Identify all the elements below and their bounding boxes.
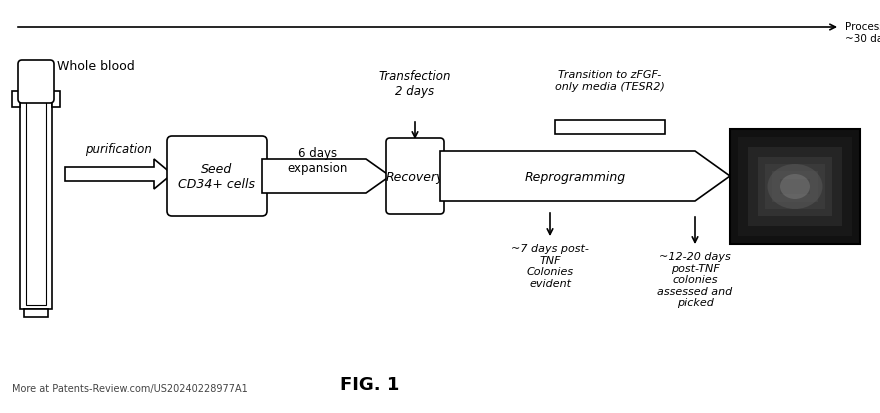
Bar <box>772 171 818 202</box>
Text: Seed
CD34+ cells: Seed CD34+ cells <box>179 163 255 190</box>
Text: ~12-20 days
post-TNF
colonies
assessed and
picked: ~12-20 days post-TNF colonies assessed a… <box>657 252 733 308</box>
Polygon shape <box>65 159 172 190</box>
Bar <box>52 92 60 108</box>
FancyBboxPatch shape <box>18 61 54 104</box>
Bar <box>765 165 825 209</box>
Text: Transition to zFGF-
only media (TESR2): Transition to zFGF- only media (TESR2) <box>555 70 665 92</box>
Text: More at Patents-Review.com/US20240228977A1: More at Patents-Review.com/US20240228977… <box>12 383 248 393</box>
Bar <box>555 121 665 135</box>
Text: purification: purification <box>85 142 152 156</box>
Bar <box>730 130 860 244</box>
Polygon shape <box>262 159 390 194</box>
FancyBboxPatch shape <box>167 137 267 216</box>
Bar <box>748 147 842 226</box>
Bar <box>758 158 832 216</box>
Bar <box>24 309 48 317</box>
Text: FIG. 1: FIG. 1 <box>340 375 400 393</box>
Text: Recovery: Recovery <box>385 170 444 183</box>
Bar <box>26 101 46 305</box>
Ellipse shape <box>780 175 810 199</box>
Bar <box>20 65 52 309</box>
Bar <box>12 92 20 108</box>
Text: Transfection
2 days: Transfection 2 days <box>378 70 451 98</box>
Text: Whole blood: Whole blood <box>57 60 135 73</box>
Text: ~7 days post-
TNF
Colonies
evident: ~7 days post- TNF Colonies evident <box>511 243 589 288</box>
FancyBboxPatch shape <box>386 139 444 214</box>
Text: 6 days
expansion: 6 days expansion <box>288 147 348 175</box>
Bar <box>780 180 810 195</box>
Text: Reprogramming: Reprogramming <box>524 170 626 183</box>
Text: Process Time
~30 days: Process Time ~30 days <box>845 22 880 43</box>
Ellipse shape <box>767 165 823 209</box>
Polygon shape <box>440 152 730 202</box>
Bar <box>738 138 852 236</box>
